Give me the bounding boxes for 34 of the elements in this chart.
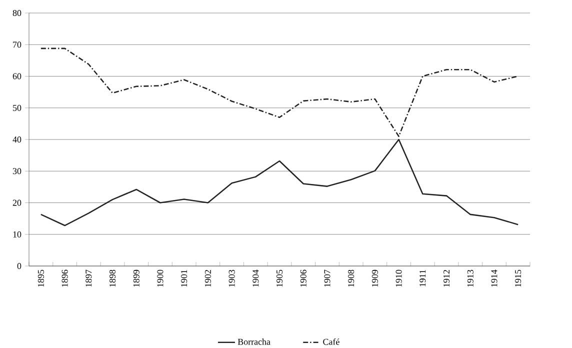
x-tick-label: 1908 (348, 270, 354, 287)
x-tick-label: 1896 (62, 270, 68, 287)
line-series (40, 48, 519, 137)
x-tick-label: 1902 (204, 270, 211, 287)
x-tick-label: 1903 (228, 270, 235, 287)
y-tick-label: 0 (17, 262, 22, 270)
legend-label: Borracha (238, 338, 270, 345)
x-tick-label: 1914 (491, 270, 498, 287)
y-tick-label: 60 (12, 73, 22, 80)
y-tick-label: 10 (13, 231, 22, 238)
y-tick-label: 20 (12, 200, 22, 206)
y-tick-label: 80 (12, 10, 22, 16)
x-tick-label: 1895 (38, 270, 44, 287)
x-tick-label: 1912 (443, 270, 450, 287)
x-tick-label: 1906 (300, 270, 306, 287)
legend-label: Café (323, 338, 340, 345)
x-tick-label: 1910 (396, 270, 402, 287)
y-tick-label: 40 (12, 136, 22, 143)
x-tick-label: 1909 (372, 270, 378, 287)
x-tick-label: 1900 (157, 270, 164, 287)
x-tick-label: 1901 (181, 270, 188, 287)
x-tick-label: 1915 (515, 270, 522, 287)
x-tick-label: 1907 (324, 270, 330, 287)
y-tick-label: 70 (13, 42, 22, 48)
x-tick-label: 1913 (467, 270, 474, 287)
x-tick-label: 1905 (276, 270, 283, 287)
line-series (40, 138, 519, 226)
x-tick-label: 1911 (420, 270, 426, 286)
x-tick-label: 1904 (252, 270, 259, 287)
x-tick-label: 1897 (86, 270, 92, 287)
y-tick-label: 30 (12, 168, 22, 174)
y-tick-label: 50 (13, 104, 22, 111)
x-tick-label: 1898 (109, 270, 116, 287)
x-tick-label: 1899 (133, 270, 140, 287)
